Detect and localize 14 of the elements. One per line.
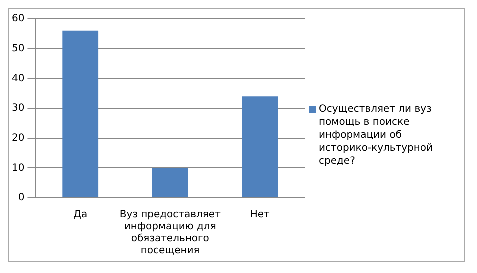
x-tick-label: Нет [250,210,270,221]
bar [242,96,278,198]
x-tick-label: Да [74,210,88,221]
y-tick-label: 30 [12,103,25,114]
y-tick-label: 10 [12,162,25,174]
y-tick-label: 50 [12,43,25,54]
x-tick-label: Вуз предоставляет информацию для обязательного посещения [120,210,222,257]
y-tick-label: 20 [12,132,25,144]
bar [62,30,99,198]
y-tick-label: 60 [12,14,25,25]
bar [152,168,188,198]
y-tick-label: 40 [12,73,25,84]
y-tick-label: 0 [18,192,25,204]
legend-label: Осуществляет ли вуз помощь в поиске информации об историко-культурной среде? [319,102,434,168]
